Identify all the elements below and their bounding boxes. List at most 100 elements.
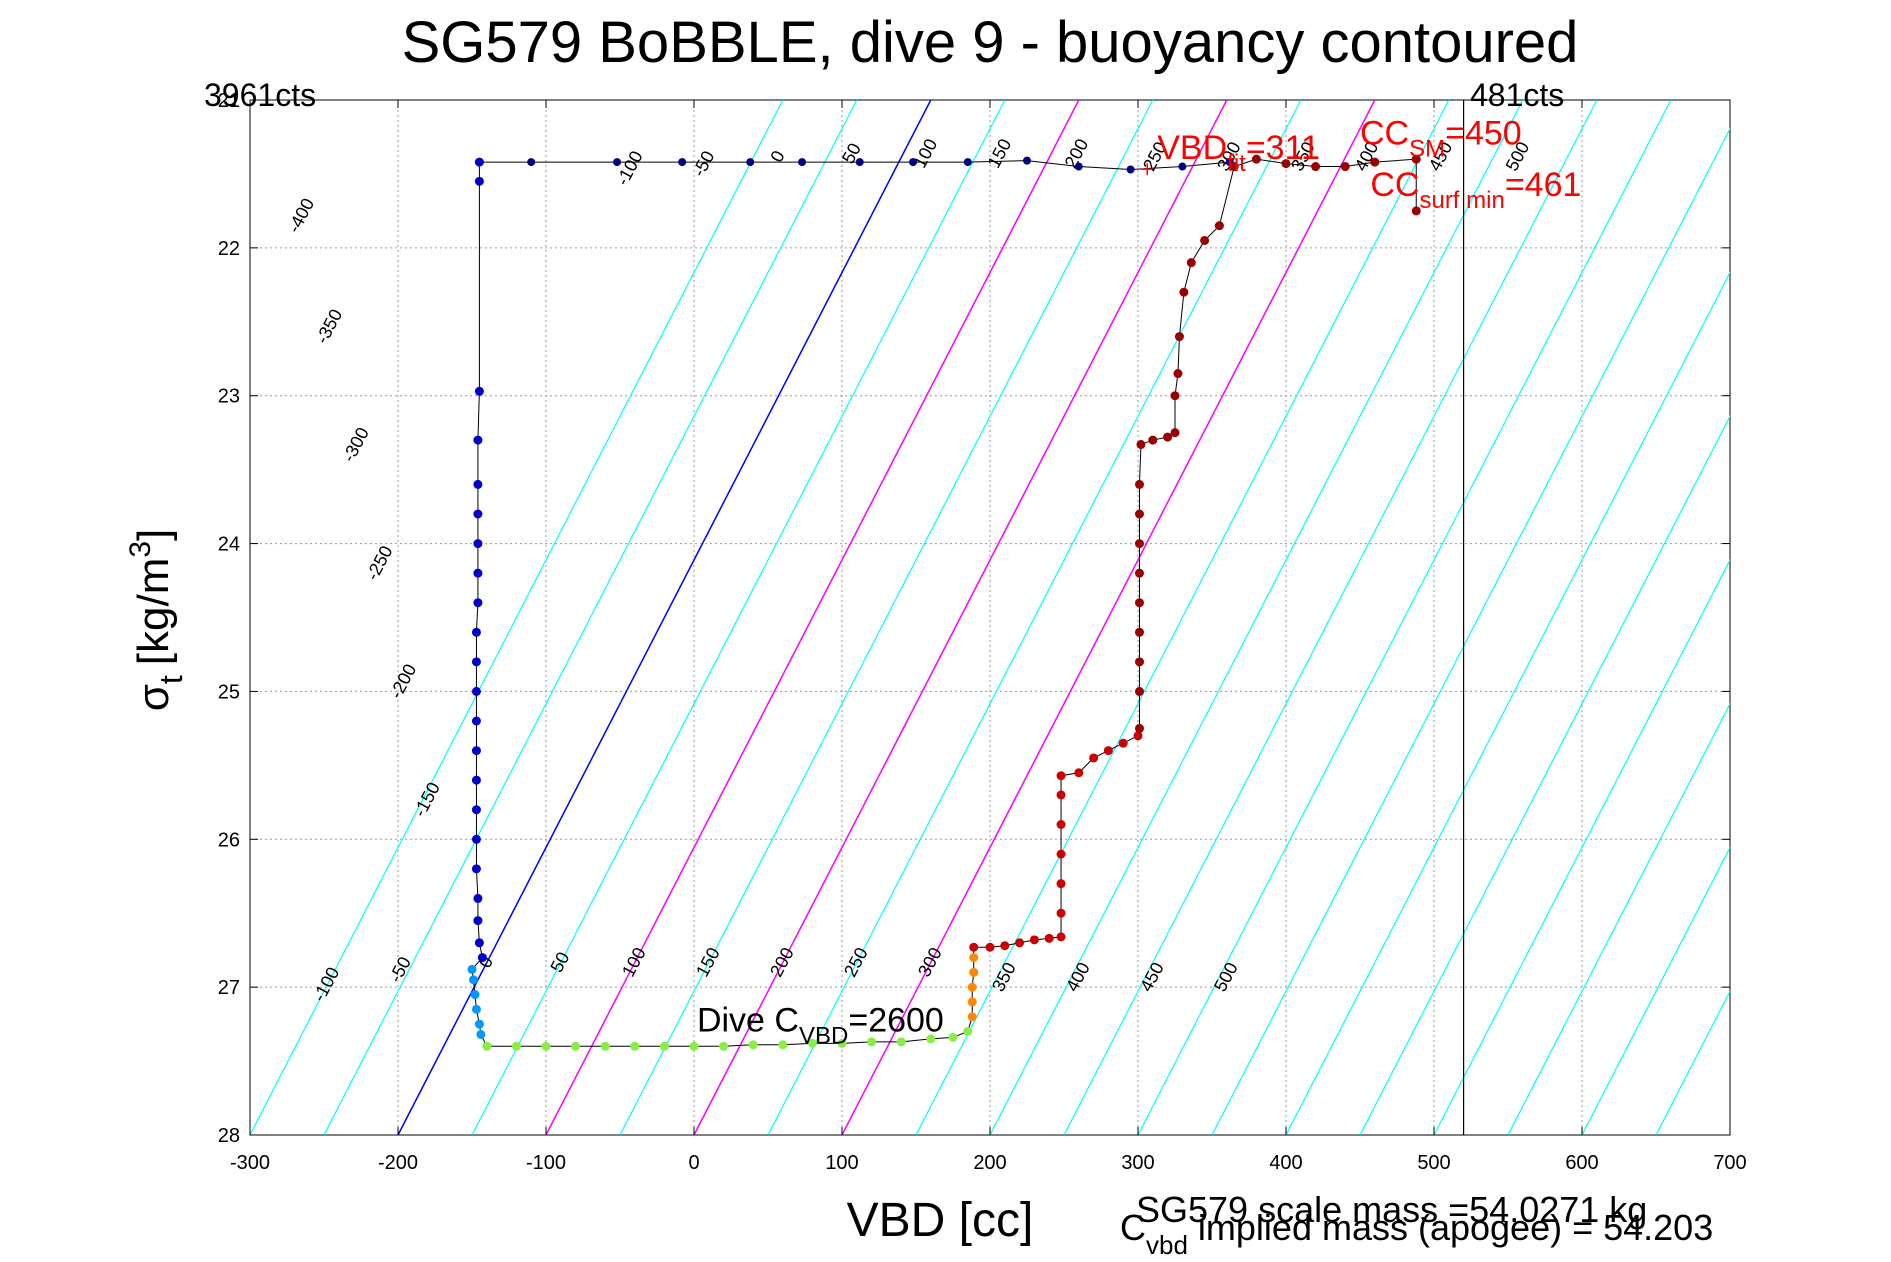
- data-point: [1056, 849, 1066, 859]
- x-tick-label: -100: [526, 1152, 566, 1174]
- data-point: [474, 938, 484, 948]
- reference-line-magenta-2: [693, 100, 1228, 1135]
- data-point: [1103, 746, 1113, 756]
- data-point: [482, 1041, 492, 1051]
- data-point: [926, 1034, 936, 1044]
- surface-point: [909, 158, 918, 167]
- contour-line: [1063, 100, 1598, 1135]
- surface-point: [798, 158, 807, 167]
- y-tick-label: 26: [218, 829, 240, 851]
- data-point: [967, 997, 977, 1007]
- data-point: [471, 657, 481, 667]
- data-point: [473, 509, 483, 519]
- contour-line: [915, 100, 1450, 1135]
- x-tick-label: 400: [1269, 1152, 1302, 1174]
- data-point: [471, 686, 481, 696]
- data-point: [969, 942, 979, 952]
- data-point: [1170, 391, 1180, 401]
- contour-line: [250, 100, 784, 1135]
- data-point: [471, 834, 481, 844]
- data-point: [1229, 162, 1239, 172]
- y-tick-label: 28: [218, 1125, 240, 1147]
- data-point: [473, 916, 483, 926]
- annotation-text: Dive CVBD=2600: [697, 1002, 944, 1050]
- data-point: [807, 1038, 817, 1048]
- contour-line: [1285, 271, 1730, 1135]
- data-point: [1029, 935, 1039, 945]
- y-label-sup: 3: [124, 541, 157, 558]
- annotation-cc-sm: CCSM=450: [1360, 114, 1522, 162]
- data-point: [1186, 258, 1196, 268]
- annotation-cc-surf: CCsurf min=461: [1370, 166, 1581, 214]
- data-point: [1214, 221, 1224, 231]
- data-point: [1134, 686, 1144, 696]
- data-point: [1134, 723, 1144, 733]
- data-point: [1173, 369, 1183, 379]
- data-point: [1134, 568, 1144, 578]
- annotation-text: CCSM=450: [1360, 114, 1522, 162]
- surface-point: [855, 158, 864, 167]
- x-tick-label: 300: [1121, 1152, 1154, 1174]
- reference-line-magenta-3: [841, 100, 1376, 1135]
- data-point: [471, 805, 481, 815]
- series-dive-bottom: [467, 964, 486, 1039]
- svg-text:σt[kg/m3]: σt [kg/m3]: [124, 529, 189, 712]
- data-point: [1118, 738, 1128, 748]
- x-tick-label: 0: [688, 1152, 699, 1174]
- data-point: [476, 1029, 486, 1039]
- x-tick-label: 700: [1713, 1152, 1746, 1174]
- contour-line: [1211, 127, 1730, 1135]
- data-point: [1370, 157, 1380, 167]
- surface-point: [1126, 165, 1135, 174]
- data-point: [969, 967, 979, 977]
- contour-line: [1804, 100, 1891, 1135]
- data-point: [837, 1038, 847, 1048]
- x-tick-label: 100: [825, 1152, 858, 1174]
- y-label-close: ]: [129, 529, 178, 541]
- data-point: [689, 1041, 699, 1051]
- data-point: [1133, 731, 1143, 741]
- reference-line-magenta-1: [545, 100, 1080, 1135]
- contour-line: [471, 100, 1006, 1135]
- data-point: [474, 157, 484, 167]
- data-point: [948, 1032, 958, 1042]
- y-tick-label: 24: [218, 534, 240, 556]
- data-point: [477, 953, 487, 963]
- x-tick-label: 600: [1565, 1152, 1598, 1174]
- y-label-sigma: σ: [129, 684, 178, 711]
- axes: -300 -200 -100 0 100 200 300 400 500 600 700 21 22 23…: [218, 90, 1747, 1174]
- corner-label-right: 481cts: [1470, 77, 1564, 113]
- contour-line: [1581, 846, 1730, 1135]
- data-point: [1056, 820, 1066, 829]
- data-point: [867, 1037, 877, 1047]
- data-point: [541, 1041, 551, 1051]
- data-point: [1044, 933, 1054, 943]
- data-point: [474, 1019, 484, 1029]
- data-point: [1089, 753, 1099, 763]
- data-point: [471, 864, 481, 874]
- data-point: [468, 975, 478, 985]
- data-point: [471, 716, 481, 726]
- data-point: [1056, 879, 1066, 889]
- surface-point: [1023, 156, 1031, 165]
- data-point: [1148, 435, 1158, 445]
- data-point: [630, 1041, 640, 1051]
- surface-point: [746, 158, 755, 167]
- data-point: [1281, 159, 1291, 169]
- chart-title: SG579 BoBBLE, dive 9 - buoyancy contoure…: [402, 10, 1579, 75]
- data-point: [1170, 428, 1180, 438]
- data-point: [1163, 432, 1173, 442]
- reference-lines: [397, 100, 1376, 1135]
- contour-line: [1359, 414, 1730, 1135]
- contour-line: [989, 100, 1524, 1135]
- y-tick-label: 22: [218, 238, 240, 260]
- data-point: [1134, 479, 1144, 489]
- data-point: [1174, 332, 1184, 342]
- data-point: [1074, 768, 1084, 778]
- annotation-text: VBDfit=311: [1157, 129, 1320, 177]
- data-point: [471, 775, 481, 785]
- surface-point: [1074, 162, 1083, 171]
- footer-implied-mass: Cvbd implied mass (apogee) = 54.203: [1120, 1207, 1713, 1260]
- data-point: [473, 479, 483, 489]
